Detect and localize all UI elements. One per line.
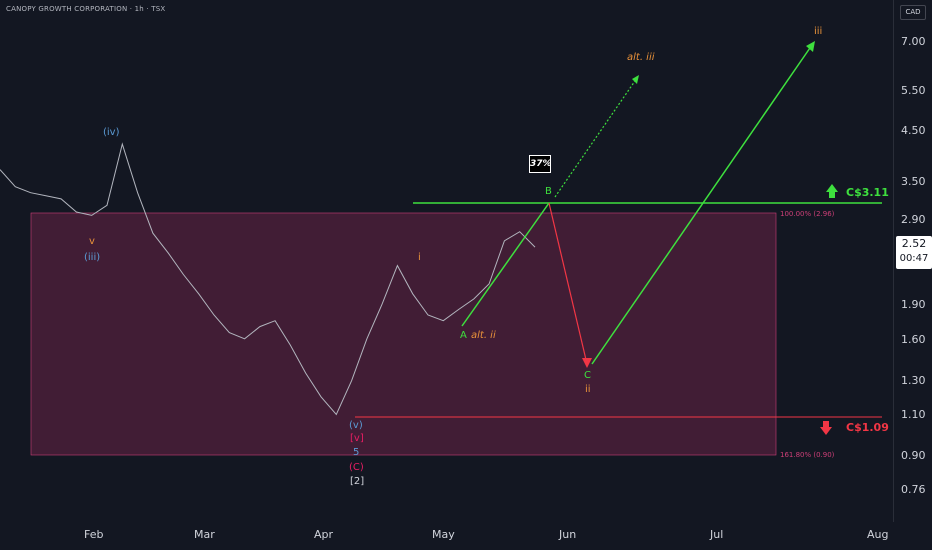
time-tick: Mar bbox=[194, 528, 215, 541]
down-arrow-icon bbox=[820, 421, 832, 435]
bar-countdown: 00:47 bbox=[899, 253, 929, 264]
price-tick: 1.10 bbox=[901, 408, 926, 421]
probability-badge: 37% bbox=[529, 155, 552, 173]
wave-label: [v] bbox=[350, 433, 364, 444]
time-tick: May bbox=[432, 528, 455, 541]
wave-label: 5 bbox=[353, 447, 360, 458]
wave-label: iii bbox=[814, 26, 823, 37]
chart-title: CANOPY GROWTH CORPORATION · 1h · TSX bbox=[6, 5, 166, 13]
wave-label: (iii) bbox=[84, 252, 101, 263]
projection-rise-to-B bbox=[461, 202, 550, 327]
price-tick: 2.90 bbox=[901, 213, 926, 226]
wave-label: alt. ii bbox=[471, 330, 496, 341]
time-tick: Jul bbox=[710, 528, 724, 541]
fib-upper-label: 100.00% (2.96) bbox=[780, 210, 835, 218]
fib-lower-label: 161.80% (0.90) bbox=[780, 451, 835, 459]
wave-label: ii bbox=[585, 384, 591, 395]
price-tick: 4.50 bbox=[901, 124, 926, 137]
wave-label: alt. iii bbox=[627, 52, 655, 63]
arrow-head-alt-iii bbox=[632, 75, 639, 84]
price-tick: 7.00 bbox=[901, 35, 926, 48]
current-price: 2.52 bbox=[901, 237, 927, 250]
arrow-head-C bbox=[582, 358, 592, 368]
price-tick: 1.60 bbox=[901, 333, 926, 346]
wave-label: (v) bbox=[349, 420, 363, 431]
wave-label: (iv) bbox=[103, 127, 120, 138]
arrow-head-iii bbox=[806, 41, 815, 52]
price-tick: 3.50 bbox=[901, 175, 926, 188]
price-series-line bbox=[0, 142, 536, 416]
projection-rise-to-iii bbox=[591, 44, 813, 365]
projection-drop-to-C bbox=[548, 202, 588, 365]
wave-label: (C) bbox=[349, 462, 364, 473]
wave-label: v bbox=[89, 236, 95, 247]
resistance-level-label: C$3.11 bbox=[846, 186, 889, 199]
up-arrow-icon bbox=[826, 184, 838, 198]
currency-badge[interactable]: CAD bbox=[900, 5, 926, 20]
time-tick: Jun bbox=[559, 528, 577, 541]
price-tick: 1.90 bbox=[901, 298, 926, 311]
time-tick: Apr bbox=[314, 528, 334, 541]
price-tick: 1.30 bbox=[901, 374, 926, 387]
time-tick: Feb bbox=[84, 528, 104, 541]
support-level-label: C$1.09 bbox=[846, 421, 889, 434]
time-tick: Aug bbox=[867, 528, 889, 541]
wave-label: i bbox=[418, 252, 421, 263]
projection-alt-iii bbox=[554, 77, 638, 198]
price-tick: 5.50 bbox=[901, 84, 926, 97]
fib-zone bbox=[30, 212, 777, 456]
wave-label: A bbox=[460, 330, 467, 341]
price-tick: 0.90 bbox=[901, 449, 926, 462]
wave-label: B bbox=[545, 186, 552, 197]
price-tick: 0.76 bbox=[901, 483, 926, 496]
wave-label: C bbox=[584, 370, 591, 381]
wave-label: [2] bbox=[350, 476, 365, 487]
current-price-tag: 2.52 00:47 bbox=[896, 236, 932, 269]
